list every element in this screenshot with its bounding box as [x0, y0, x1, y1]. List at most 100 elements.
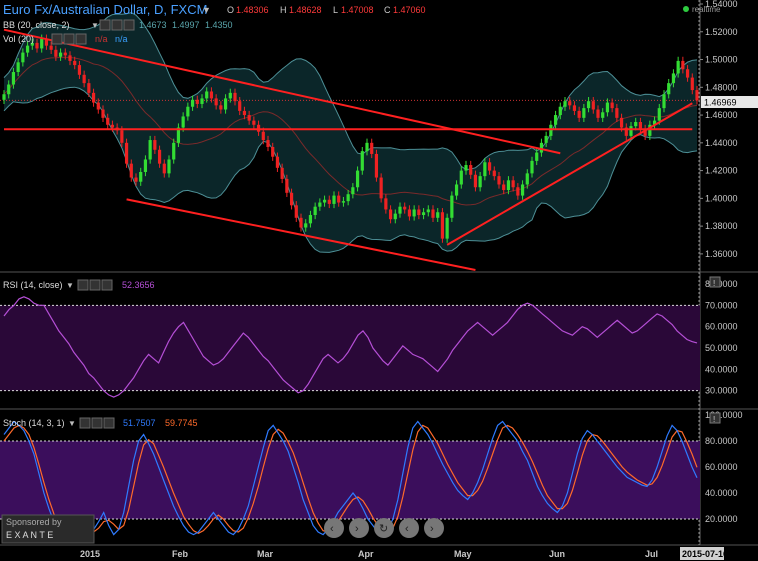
candle-body	[110, 124, 115, 128]
title-dropdown-icon[interactable]: ▼	[202, 5, 211, 15]
zoom-out-button[interactable]	[399, 518, 419, 538]
stoch-settings-button[interactable]	[91, 417, 103, 429]
candle-body	[219, 105, 223, 110]
candle-body	[634, 122, 638, 127]
low-key: L	[333, 5, 338, 15]
candle-body	[662, 94, 666, 109]
candle-body	[464, 165, 468, 171]
candle-body	[459, 170, 463, 185]
vol-hide-button[interactable]	[51, 33, 63, 45]
candle-body	[228, 92, 232, 99]
candle-body	[601, 112, 605, 118]
sponsor-box[interactable]	[1, 514, 95, 544]
rsi-tick-label: 60.0000	[705, 322, 738, 332]
candle-body	[605, 102, 610, 113]
time-axis-label: Jun	[549, 549, 565, 559]
rsi-tick-label: 80.0000	[705, 279, 738, 289]
bb-settings-buttons[interactable]	[99, 19, 135, 31]
bb-label[interactable]: BB (20, close, 2)	[3, 20, 70, 30]
bb-lower-value: 1.4350	[205, 20, 233, 30]
candle-body	[25, 45, 30, 53]
candle-body	[233, 92, 237, 102]
rsi-settings-button[interactable]	[89, 279, 101, 291]
stoch-d-value: 59.7745	[165, 418, 198, 428]
bb-dropdown-icon[interactable]: ▼	[91, 21, 99, 30]
rsi-hide-button[interactable]	[77, 279, 89, 291]
channel-top-trendline	[3, 28, 561, 155]
rsi-label[interactable]: RSI (14, close)	[3, 280, 63, 290]
candle-body	[351, 187, 355, 195]
time-axis-label: Mar	[257, 549, 274, 559]
price-tick-label: 1.52000	[705, 27, 738, 37]
realtime-dot-icon	[683, 6, 689, 12]
vol-settings-buttons[interactable]	[51, 33, 87, 45]
candle-body	[506, 180, 511, 191]
time-axis-label: May	[454, 549, 472, 559]
candle-body	[473, 174, 478, 188]
candle-body	[322, 199, 327, 203]
scroll-right-button[interactable]	[349, 518, 369, 538]
stoch-remove-button[interactable]	[103, 417, 115, 429]
chart-navigation[interactable]: ‹ › ↻ ‹ ›	[324, 518, 444, 538]
price-tick-label: 1.54000	[705, 0, 738, 9]
candle-body	[407, 209, 412, 217]
candle-body	[82, 74, 86, 84]
candle-body	[308, 215, 313, 224]
bb-hide-button[interactable]	[99, 19, 111, 31]
bb-settings-button[interactable]	[111, 19, 123, 31]
candle-body	[129, 163, 133, 178]
vol-value-1: n/a	[95, 34, 108, 44]
time-axis-label: 2015	[80, 549, 100, 559]
open-key: O	[227, 5, 234, 15]
stoch-settings-buttons[interactable]	[79, 417, 115, 429]
high-key: H	[280, 5, 287, 15]
candle-body	[502, 184, 506, 191]
rsi-settings-buttons[interactable]	[77, 279, 113, 291]
scroll-left-button[interactable]	[324, 518, 344, 538]
candle-body	[238, 101, 242, 111]
candle-body	[492, 170, 496, 177]
rsi-tick-label: 50.0000	[705, 343, 738, 353]
candle-body	[313, 206, 317, 216]
vol-settings-button[interactable]	[63, 33, 75, 45]
candle-body	[11, 72, 16, 85]
rsi-tick-label: 70.0000	[705, 300, 738, 310]
candle-body	[58, 52, 63, 57]
candle-body	[450, 195, 454, 218]
bb-remove-button[interactable]	[123, 19, 135, 31]
rsi-dropdown-icon[interactable]: ▼	[66, 281, 74, 290]
candle-body	[638, 122, 643, 129]
rsi-remove-button[interactable]	[101, 279, 113, 291]
candle-body	[101, 109, 105, 118]
rsi-scale-button[interactable]	[709, 276, 721, 288]
chart-title[interactable]: Euro Fx/Australian Dollar, D, FXCM	[3, 2, 207, 17]
stoch-scale-icon: !	[713, 415, 715, 424]
candle-body	[30, 42, 34, 46]
stoch-k-line	[3, 420, 698, 536]
vol-label[interactable]: Vol (20)	[3, 34, 34, 44]
stoch-tick-label: 80.0000	[705, 436, 738, 446]
candle-body	[388, 209, 393, 220]
axes: 1.54000 1.52000 1.50000 1.48000 1.46000 1.440…	[80, 0, 743, 559]
candle-body	[520, 184, 525, 196]
candle-body	[360, 151, 364, 171]
candle-body	[629, 126, 633, 136]
vol-value-2: n/a	[115, 34, 128, 44]
candle-body	[167, 159, 171, 174]
candle-body	[7, 84, 11, 95]
zoom-in-button[interactable]	[424, 518, 444, 538]
stoch-label[interactable]: Stoch (14, 3, 1)	[3, 418, 65, 428]
candle-body	[289, 192, 294, 206]
rsi-value: 52.3656	[122, 280, 155, 290]
reset-button[interactable]	[374, 518, 394, 538]
candle-body	[568, 101, 572, 106]
candle-body	[619, 117, 624, 128]
candle-body	[91, 92, 96, 103]
vol-remove-button[interactable]	[75, 33, 87, 45]
stoch-k-value: 51.7507	[123, 418, 156, 428]
price-tick-label: 1.42000	[705, 166, 738, 176]
stoch-dropdown-icon[interactable]: ▼	[68, 419, 76, 428]
stoch-scale-button[interactable]	[709, 412, 721, 424]
stoch-hide-button[interactable]	[79, 417, 91, 429]
